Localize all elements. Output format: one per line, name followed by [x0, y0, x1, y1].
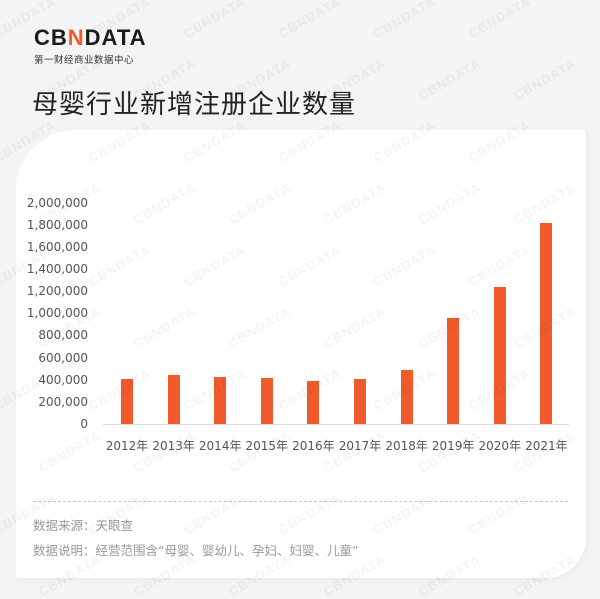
x-tick-label: 2013年	[152, 439, 195, 453]
x-tick-label: 2016年	[292, 439, 335, 453]
y-tick-label: 1,400,000	[26, 261, 88, 276]
y-tick-label: 800,000	[38, 328, 88, 343]
data-note: 数据说明：经营范围含“母婴、婴幼儿、孕妇、妇婴、儿童”	[33, 543, 359, 558]
bar	[540, 223, 553, 424]
y-tick-label: 1,200,000	[26, 284, 88, 299]
watermark: CBNDATA	[181, 0, 249, 41]
chart-card	[16, 130, 586, 578]
y-tick-label: 2,000,000	[26, 195, 88, 210]
footer-divider	[33, 501, 568, 502]
y-tick-label: 600,000	[38, 350, 88, 365]
watermark: CBNDATA	[276, 0, 344, 41]
watermark: CBNDATA	[371, 0, 439, 41]
x-tick-label: 2012年	[105, 439, 149, 453]
watermark: CBNDATA	[416, 56, 484, 104]
x-tick-label: 2017年	[338, 439, 382, 453]
page-title: 母婴行业新增注册企业数量	[32, 90, 357, 120]
bar	[214, 377, 227, 424]
x-tick-label: 2014年	[198, 439, 242, 453]
x-tick-label: 2020年	[478, 439, 522, 453]
y-tick-label: 0	[80, 417, 88, 431]
bar	[447, 317, 460, 424]
x-axis-line	[103, 424, 569, 425]
data-source: 数据来源：天眼查	[33, 518, 134, 533]
logo-wordmark: CBNDATA	[34, 25, 147, 50]
watermark: CBNDATA	[466, 0, 534, 41]
logo-subtitle: 第一财经商业数据中心	[34, 55, 135, 66]
y-tick-label: 400,000	[38, 372, 88, 387]
bar	[260, 378, 273, 424]
bar	[400, 370, 413, 424]
y-tick-label: 1,000,000	[26, 306, 88, 321]
bar	[121, 379, 133, 424]
bar	[493, 287, 506, 424]
y-tick-label: 1,600,000	[26, 239, 88, 254]
bar	[307, 381, 320, 424]
y-tick-label: 200,000	[38, 394, 88, 409]
cbndata-logo: CBNDATA 第一财经商业数据中心	[34, 25, 147, 67]
bar	[167, 374, 180, 424]
x-tick-label: 2018年	[385, 439, 428, 453]
bar	[354, 379, 366, 424]
x-tick-label: 2019年	[431, 439, 475, 453]
x-tick-label: 2015年	[245, 439, 289, 453]
x-tick-label: 2021年	[525, 439, 568, 453]
watermark: CBNDATA	[511, 56, 579, 104]
y-tick-label: 1,800,000	[26, 217, 88, 232]
